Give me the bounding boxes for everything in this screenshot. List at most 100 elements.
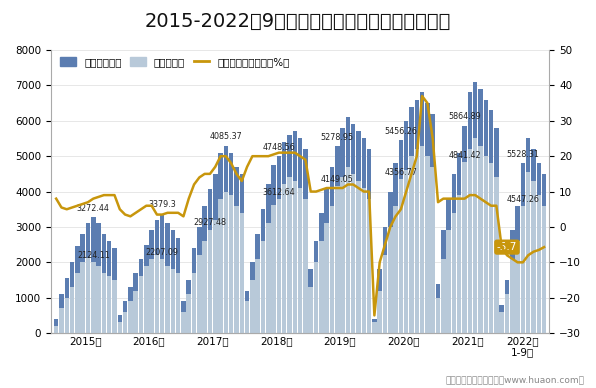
Bar: [372, 319, 377, 333]
Bar: [117, 315, 122, 333]
Bar: [425, 103, 430, 333]
Bar: [526, 137, 530, 333]
Bar: [335, 146, 340, 333]
Bar: [224, 192, 228, 333]
Bar: [197, 255, 201, 333]
Bar: [107, 277, 111, 333]
Bar: [70, 262, 74, 333]
Bar: [213, 174, 218, 333]
Bar: [59, 308, 64, 333]
Bar: [505, 280, 509, 333]
Bar: [64, 298, 69, 333]
Bar: [218, 199, 223, 333]
Bar: [346, 167, 350, 333]
Bar: [80, 234, 85, 333]
Bar: [521, 206, 525, 333]
Bar: [123, 301, 128, 333]
Bar: [218, 152, 223, 333]
Bar: [526, 172, 530, 333]
Bar: [324, 223, 329, 333]
Bar: [356, 181, 361, 333]
Bar: [383, 227, 387, 333]
Bar: [293, 132, 297, 333]
Bar: [351, 124, 355, 333]
Bar: [181, 312, 186, 333]
Text: 5456.26: 5456.26: [384, 127, 417, 136]
Bar: [245, 301, 249, 333]
Text: 2207.09: 2207.09: [146, 248, 179, 257]
Bar: [293, 181, 297, 333]
Bar: [91, 262, 95, 333]
Bar: [489, 110, 493, 333]
Bar: [499, 312, 504, 333]
Text: -5.7: -5.7: [497, 242, 517, 252]
Text: 5864.89: 5864.89: [448, 113, 481, 121]
Text: 4841.42: 4841.42: [448, 151, 481, 160]
Bar: [192, 273, 196, 333]
Bar: [340, 128, 345, 333]
Bar: [97, 223, 101, 333]
Bar: [436, 298, 440, 333]
Text: 3612.64: 3612.64: [263, 187, 295, 197]
Bar: [128, 287, 133, 333]
Bar: [112, 248, 117, 333]
Bar: [123, 312, 128, 333]
Bar: [160, 213, 164, 333]
Bar: [213, 220, 218, 333]
Bar: [287, 177, 292, 333]
Bar: [260, 209, 265, 333]
Bar: [536, 195, 541, 333]
Bar: [155, 255, 159, 333]
Bar: [277, 156, 281, 333]
Bar: [139, 277, 143, 333]
Bar: [112, 280, 117, 333]
Bar: [256, 259, 260, 333]
Bar: [64, 278, 69, 333]
Bar: [203, 206, 207, 333]
Text: 4149.05: 4149.05: [321, 175, 353, 184]
Bar: [505, 294, 509, 333]
Bar: [187, 280, 191, 333]
Bar: [250, 280, 254, 333]
Bar: [399, 179, 403, 333]
Bar: [229, 195, 234, 333]
Bar: [266, 223, 271, 333]
Bar: [510, 230, 514, 333]
Bar: [256, 234, 260, 333]
Bar: [383, 255, 387, 333]
Bar: [134, 291, 138, 333]
Bar: [324, 188, 329, 333]
Bar: [536, 163, 541, 333]
Bar: [229, 152, 234, 333]
Bar: [415, 100, 419, 333]
Bar: [70, 287, 74, 333]
Bar: [224, 146, 228, 333]
Bar: [150, 259, 154, 333]
Bar: [277, 199, 281, 333]
Bar: [478, 146, 483, 333]
Bar: [54, 319, 58, 333]
Bar: [483, 100, 488, 333]
Bar: [298, 188, 302, 333]
Bar: [377, 269, 382, 333]
Bar: [313, 262, 318, 333]
Bar: [155, 220, 159, 333]
Bar: [128, 301, 133, 333]
Bar: [298, 139, 302, 333]
Bar: [362, 139, 366, 333]
Bar: [54, 326, 58, 333]
Bar: [234, 206, 239, 333]
Bar: [346, 117, 350, 333]
Bar: [404, 170, 408, 333]
Bar: [271, 165, 276, 333]
Bar: [260, 241, 265, 333]
Bar: [97, 266, 101, 333]
Bar: [457, 152, 461, 333]
Bar: [499, 305, 504, 333]
Bar: [75, 246, 80, 333]
Bar: [240, 174, 244, 333]
Bar: [362, 188, 366, 333]
Bar: [468, 149, 472, 333]
Bar: [452, 213, 456, 333]
Bar: [462, 162, 467, 333]
